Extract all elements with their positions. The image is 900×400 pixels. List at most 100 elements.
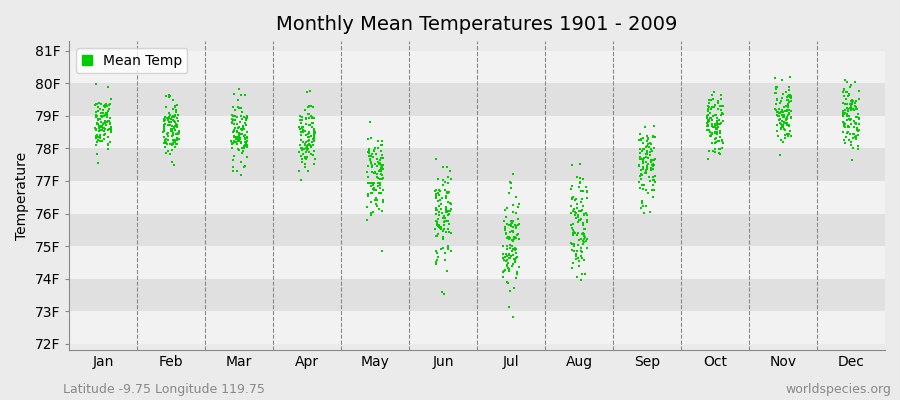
Point	[234, 145, 248, 152]
Point	[572, 180, 587, 186]
Point	[716, 111, 730, 117]
Point	[370, 197, 384, 204]
Point	[778, 104, 792, 110]
Point	[783, 92, 797, 99]
Point	[843, 131, 858, 138]
Point	[637, 155, 652, 161]
Point	[240, 144, 255, 150]
Point	[169, 131, 184, 137]
Point	[363, 157, 377, 164]
Point	[157, 134, 171, 140]
Point	[164, 126, 178, 132]
Point	[571, 214, 585, 220]
Point	[440, 190, 454, 197]
Point	[777, 118, 791, 125]
Point	[91, 104, 105, 110]
Point	[634, 136, 648, 142]
Point	[713, 134, 727, 140]
Point	[846, 144, 860, 151]
Point	[102, 118, 116, 125]
Point	[776, 114, 790, 120]
Point	[567, 243, 581, 250]
Point	[162, 115, 176, 121]
Point	[709, 128, 724, 135]
Point	[844, 100, 859, 106]
Point	[565, 162, 580, 168]
Point	[577, 212, 591, 218]
Point	[298, 154, 312, 160]
Point	[298, 142, 312, 148]
Point	[504, 236, 518, 243]
Point	[439, 229, 454, 235]
Point	[158, 140, 172, 146]
Point	[431, 187, 446, 193]
Point	[366, 179, 381, 186]
Point	[361, 174, 375, 180]
Point	[104, 121, 118, 127]
Point	[565, 241, 580, 247]
Point	[301, 167, 315, 174]
Point	[432, 209, 446, 215]
Point	[294, 158, 309, 165]
Point	[780, 94, 795, 100]
Point	[230, 135, 244, 142]
Point	[841, 113, 855, 119]
Point	[634, 204, 649, 211]
Point	[371, 158, 385, 165]
Point	[91, 121, 105, 127]
Point	[225, 120, 239, 126]
Point	[167, 113, 182, 119]
Point	[771, 109, 786, 116]
Point	[172, 128, 186, 134]
Point	[842, 124, 856, 130]
Point	[701, 122, 716, 128]
Point	[231, 86, 246, 92]
Point	[635, 186, 650, 192]
Point	[299, 116, 313, 122]
Point	[226, 140, 240, 147]
Point	[227, 126, 241, 133]
Point	[104, 129, 118, 136]
Point	[635, 157, 650, 164]
Point	[644, 159, 658, 166]
Point	[705, 123, 719, 130]
Point	[306, 141, 320, 148]
Point	[237, 114, 251, 120]
Point	[96, 120, 111, 126]
Point	[158, 114, 172, 120]
Point	[169, 141, 184, 147]
Point	[298, 141, 312, 148]
Point	[166, 131, 180, 137]
Point	[571, 248, 585, 254]
Point	[843, 83, 858, 90]
Point	[715, 110, 729, 116]
Point	[496, 243, 510, 250]
Point	[773, 110, 788, 116]
Point	[428, 194, 443, 200]
Point	[644, 141, 659, 147]
Point	[772, 116, 787, 122]
Point	[843, 103, 858, 109]
Point	[226, 164, 240, 170]
Point	[228, 133, 242, 140]
Point	[778, 116, 793, 122]
Point	[302, 141, 316, 148]
Point	[633, 131, 647, 138]
Point	[577, 231, 591, 237]
Point	[570, 174, 584, 181]
Point	[706, 89, 721, 96]
Point	[160, 131, 175, 137]
Point	[502, 254, 517, 261]
Point	[431, 231, 446, 237]
Point	[768, 89, 782, 96]
Point	[166, 125, 181, 131]
Point	[713, 128, 727, 134]
Point	[633, 156, 647, 162]
Point	[574, 276, 589, 283]
Point	[572, 208, 586, 214]
Point	[564, 246, 579, 253]
Point	[369, 150, 383, 157]
Point	[774, 124, 788, 130]
Point	[779, 107, 794, 114]
Point	[703, 133, 717, 139]
